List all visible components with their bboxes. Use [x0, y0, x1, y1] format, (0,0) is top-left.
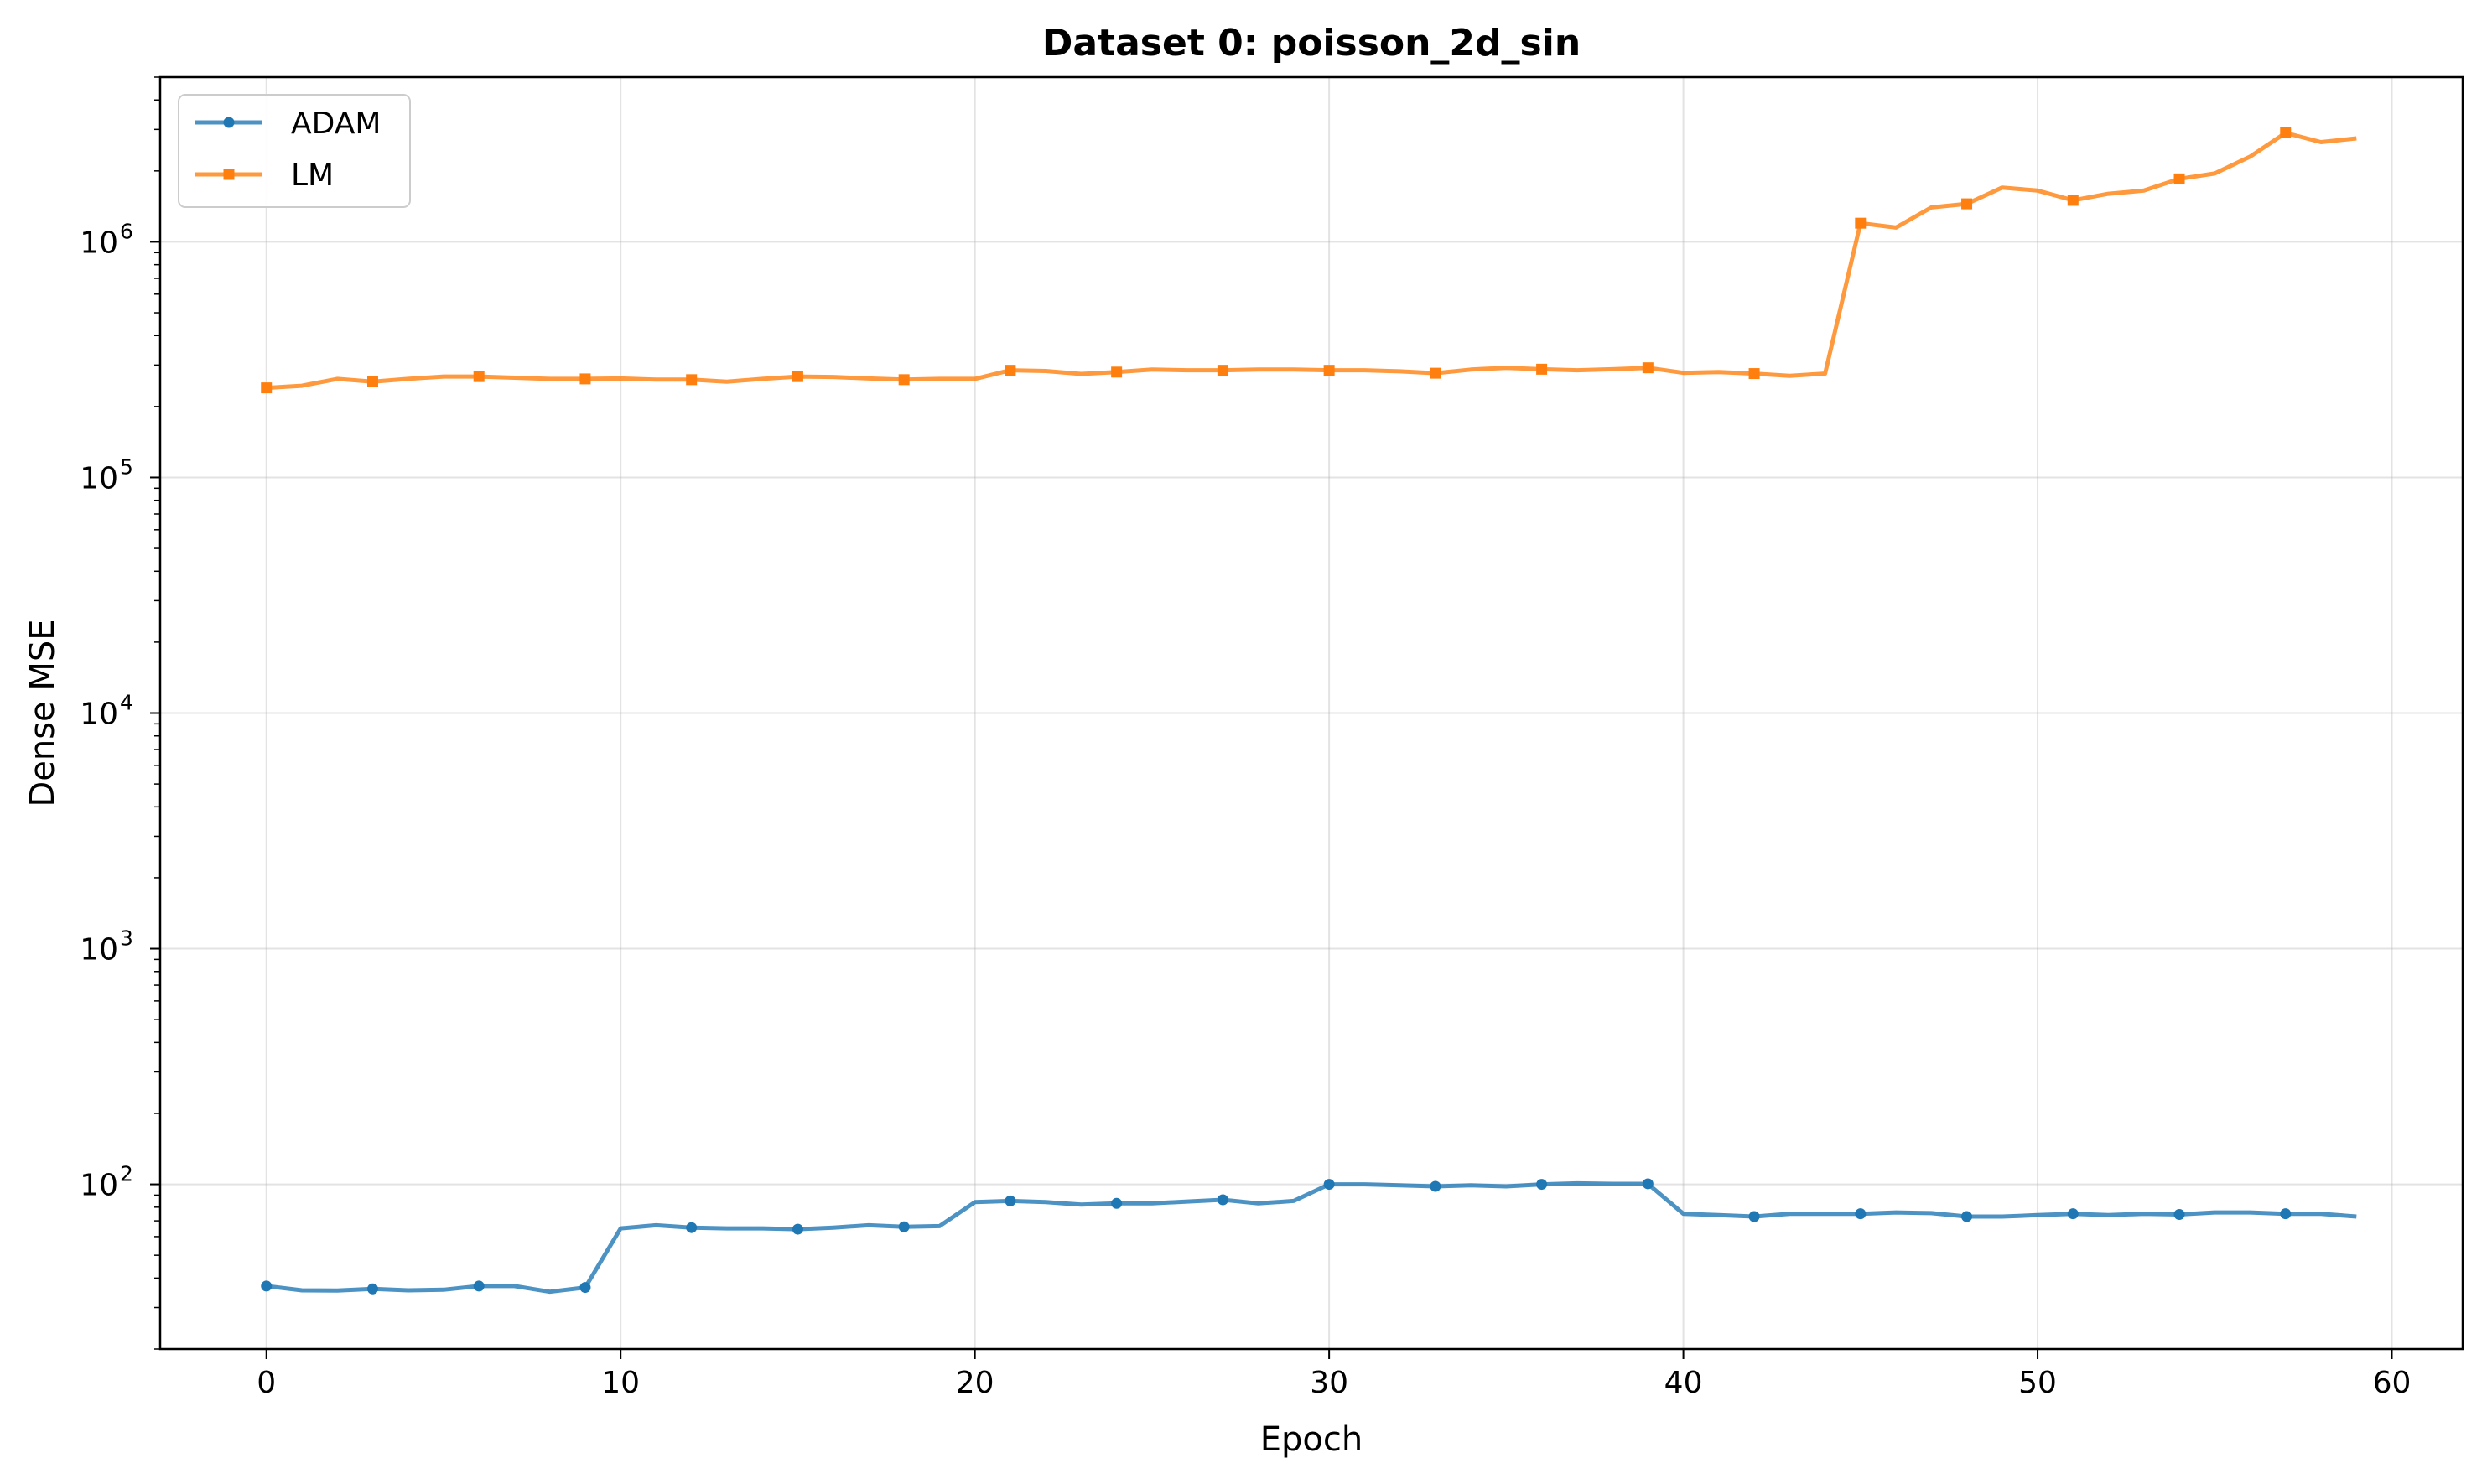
adam-data-point	[1642, 1178, 1654, 1190]
x-axis-label: Epoch	[1260, 1420, 1363, 1459]
y-tick-exponent: 5	[120, 454, 133, 479]
lm-data-point	[2173, 173, 2185, 184]
lm-data-point	[1323, 365, 1335, 376]
lm-data-point	[2280, 127, 2292, 138]
lm-data-point	[366, 376, 378, 387]
adam-data-point	[1005, 1195, 1016, 1206]
adam-data-point	[473, 1280, 485, 1292]
adam-data-point	[1430, 1180, 1441, 1192]
lm-data-point	[1642, 362, 1654, 374]
legend-label-adam: ADAM	[291, 106, 381, 141]
adam-data-point	[261, 1280, 273, 1292]
adam-data-point	[1855, 1208, 1867, 1220]
y-tick-base: 10	[80, 698, 118, 732]
adam-data-point	[1748, 1211, 1760, 1222]
adam-data-point	[1111, 1197, 1123, 1209]
x-tick-label: 30	[1310, 1366, 1348, 1400]
lm-data-point	[1855, 217, 1867, 229]
y-tick-label: 10 2	[80, 1162, 133, 1203]
adam-data-point	[2173, 1208, 2185, 1220]
adam-data-point	[1217, 1194, 1228, 1206]
legend-label-lm: LM	[291, 158, 334, 193]
y-tick-exponent: 2	[120, 1162, 133, 1186]
y-tick-exponent: 3	[120, 926, 133, 951]
y-tick-base: 10	[80, 933, 118, 968]
x-tick-label: 20	[956, 1366, 994, 1400]
chart-title: Dataset 0: poisson_2d_sin	[1042, 22, 1581, 65]
adam-data-point	[1536, 1179, 1548, 1191]
adam-data-point	[2067, 1208, 2079, 1220]
y-tick-label: 10 5	[80, 454, 133, 496]
x-tick-label: 40	[1664, 1366, 1703, 1400]
lm-data-point	[1430, 367, 1441, 379]
lm-data-point	[1961, 198, 1973, 210]
adam-data-point	[898, 1221, 910, 1232]
lm-data-point	[1217, 365, 1228, 376]
y-tick-exponent: 4	[120, 691, 133, 715]
y-axis-label: Dense MSE	[23, 619, 62, 807]
adam-data-point	[1961, 1211, 1973, 1222]
adam-data-point	[366, 1283, 378, 1295]
lm-data-point	[1111, 366, 1123, 378]
series-lines	[261, 127, 2357, 1295]
y-tick-base: 10	[80, 461, 118, 496]
x-tick-label: 60	[2373, 1366, 2412, 1400]
legend-item-lm: LM	[195, 158, 334, 193]
y-tick-exponent: 6	[120, 219, 133, 243]
y-tick-base: 10	[80, 1169, 118, 1203]
legend-marker-lm	[223, 169, 235, 180]
adam-data-point	[686, 1222, 698, 1233]
x-tick-label: 50	[2018, 1366, 2057, 1400]
lm-data-point	[686, 374, 698, 386]
lm-data-point	[898, 374, 910, 386]
y-tick-base: 10	[80, 226, 118, 260]
adam-data-point	[579, 1282, 591, 1294]
lm-data-point	[792, 371, 803, 382]
lm-series-line	[266, 131, 2357, 391]
lm-data-point	[1748, 368, 1760, 380]
y-tick-label: 10 4	[80, 691, 133, 732]
lm-data-point	[261, 382, 273, 394]
x-tick-label: 10	[601, 1366, 640, 1400]
legend-item-adam: ADAM	[195, 106, 381, 141]
lm-data-point	[1005, 365, 1016, 376]
lm-data-point	[579, 373, 591, 385]
lm-data-point	[2067, 195, 2079, 206]
legend: ADAM LM	[178, 94, 411, 208]
adam-series-line	[266, 1180, 2357, 1295]
legend-marker-adam	[223, 117, 235, 128]
adam-data-point	[1323, 1179, 1335, 1191]
y-tick-label: 10 6	[80, 219, 133, 260]
lm-data-point	[1536, 363, 1548, 375]
x-tick-label: 0	[257, 1366, 276, 1400]
grid-lines	[160, 77, 2463, 1349]
lm-data-point	[473, 371, 485, 382]
adam-data-point	[2280, 1208, 2292, 1220]
adam-data-point	[792, 1223, 803, 1235]
y-tick-label: 10 3	[80, 926, 133, 968]
